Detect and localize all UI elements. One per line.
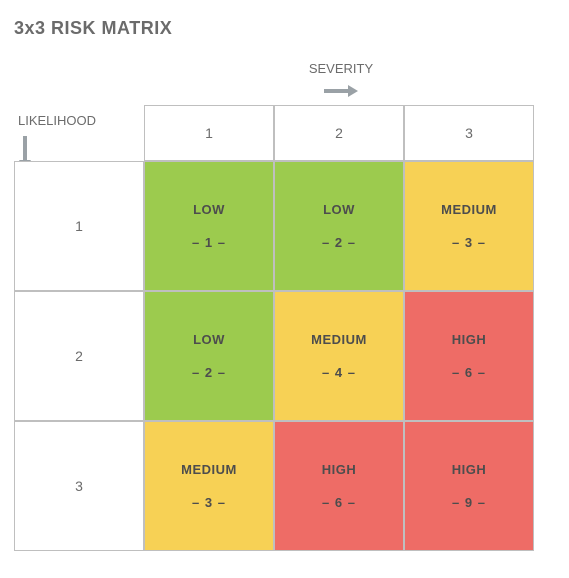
risk-label: LOW <box>193 332 225 347</box>
risk-cell-2-3: HIGH – 6 – <box>404 291 534 421</box>
risk-score: – 3 – <box>192 495 226 510</box>
likelihood-axis-text: LIKELIHOOD <box>18 113 96 128</box>
likelihood-header-2: 2 <box>14 291 144 421</box>
severity-axis-text: SEVERITY <box>309 61 373 76</box>
risk-label: HIGH <box>452 462 487 477</box>
likelihood-header-3: 3 <box>14 421 144 551</box>
risk-label: MEDIUM <box>311 332 367 347</box>
risk-score: – 4 – <box>322 365 356 380</box>
risk-matrix: SEVERITY LIKELIHOOD 1 2 3 1 LOW – 1 – LO… <box>14 61 555 551</box>
spacer <box>14 61 144 105</box>
risk-cell-2-1: LOW – 2 – <box>144 291 274 421</box>
severity-header-1: 1 <box>144 105 274 161</box>
risk-label: MEDIUM <box>441 202 497 217</box>
risk-label: HIGH <box>452 332 487 347</box>
severity-axis-label: SEVERITY <box>144 61 534 105</box>
risk-cell-2-2: MEDIUM – 4 – <box>274 291 404 421</box>
risk-cell-3-3: HIGH – 9 – <box>404 421 534 551</box>
risk-score: – 3 – <box>452 235 486 250</box>
risk-label: HIGH <box>322 462 357 477</box>
risk-score: – 9 – <box>452 495 486 510</box>
risk-cell-3-1: MEDIUM – 3 – <box>144 421 274 551</box>
risk-cell-1-3: MEDIUM – 3 – <box>404 161 534 291</box>
likelihood-header-1: 1 <box>14 161 144 291</box>
arrow-right-icon <box>324 84 358 98</box>
risk-label: LOW <box>323 202 355 217</box>
matrix-title: 3x3 RISK MATRIX <box>14 18 555 39</box>
risk-score: – 2 – <box>192 365 226 380</box>
severity-header-3: 3 <box>404 105 534 161</box>
risk-score: – 6 – <box>452 365 486 380</box>
severity-header-2: 2 <box>274 105 404 161</box>
likelihood-axis-label: LIKELIHOOD <box>14 105 144 161</box>
risk-cell-1-2: LOW – 2 – <box>274 161 404 291</box>
risk-label: LOW <box>193 202 225 217</box>
risk-label: MEDIUM <box>181 462 237 477</box>
risk-score: – 6 – <box>322 495 356 510</box>
risk-cell-1-1: LOW – 1 – <box>144 161 274 291</box>
risk-score: – 1 – <box>192 235 226 250</box>
risk-cell-3-2: HIGH – 6 – <box>274 421 404 551</box>
risk-score: – 2 – <box>322 235 356 250</box>
